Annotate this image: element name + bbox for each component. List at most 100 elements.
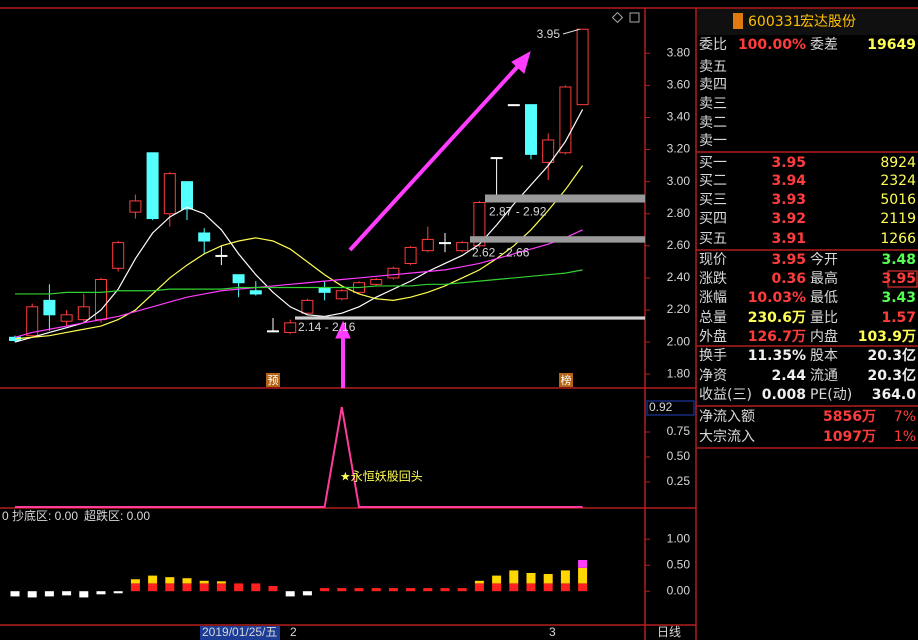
quote-value: 1097万 [823, 429, 876, 445]
quote-value: 100.00% [738, 37, 806, 53]
bar [440, 588, 450, 592]
candle-body [129, 200, 142, 213]
candle-body [163, 173, 176, 215]
quote-label: 净资 [699, 368, 727, 384]
quote-label: 卖三 [699, 96, 727, 112]
quote-label: 涨幅 [699, 290, 727, 306]
bar [492, 575, 502, 584]
bar [79, 591, 89, 598]
bar [354, 588, 364, 592]
quote-value: 8924 [880, 155, 916, 171]
bar [406, 588, 416, 592]
quote-value: 19649 [867, 37, 916, 53]
bar [199, 583, 209, 592]
bar [320, 588, 330, 592]
icon-diamond[interactable] [611, 11, 624, 24]
quote-label: 委比 [699, 37, 727, 53]
price-level [470, 236, 645, 243]
stock-code: 600331 [748, 14, 801, 30]
quote-label: 换手 [699, 347, 727, 364]
candle-body [404, 246, 417, 264]
quote-value: 1% [894, 429, 916, 445]
price-level-label: 2.62 - 2.66 [472, 246, 530, 260]
y-tick-label: 2.40 [667, 270, 691, 284]
price-level [295, 316, 645, 320]
y-tick-label: 2.20 [667, 302, 691, 316]
bar [268, 586, 278, 592]
y-tick-label: 1.80 [667, 366, 691, 380]
last-value-box [646, 400, 695, 416]
quote-value: 3.93 [771, 192, 806, 208]
quote-value: 20.3亿 [867, 347, 916, 364]
bar [10, 591, 20, 597]
bar [285, 591, 295, 597]
value-highlight [887, 270, 918, 288]
candle-body [284, 322, 297, 333]
quote-value: 5016 [880, 192, 916, 208]
quote-label: 流通 [810, 368, 838, 384]
y-tick-label: 2.00 [667, 334, 691, 348]
quote-label: PE(动) [810, 387, 852, 403]
bar [337, 588, 347, 592]
bar [216, 581, 226, 584]
y-tick-label: 0.25 [667, 474, 691, 488]
candle-body [490, 157, 503, 160]
arrow-head [511, 50, 531, 74]
bar [113, 591, 123, 594]
quote-label: 买一 [699, 155, 727, 171]
bar [62, 591, 72, 596]
quote-label: 买五 [699, 231, 727, 247]
moving-average [14, 165, 584, 340]
marker-label: 榜 [561, 373, 572, 387]
y-tick-label: 3.60 [667, 78, 691, 92]
indicator-header: 超跌区: 0.00 [84, 508, 150, 523]
candle-body [146, 152, 159, 220]
candle-body [181, 181, 193, 210]
quote-label: 卖五 [699, 59, 727, 75]
quote-icon [733, 13, 743, 29]
bar [130, 583, 140, 592]
candle-body [542, 139, 555, 163]
y-tick-label: 0.50 [667, 449, 691, 463]
bar [388, 588, 398, 592]
candle-body [60, 314, 73, 322]
candle-body [112, 242, 125, 269]
quote-value: 3.95 [771, 252, 806, 268]
bar [165, 577, 175, 584]
arrow-shaft [348, 62, 522, 252]
candle-body [525, 104, 537, 155]
quote-label: 总量 [699, 310, 727, 326]
bar [474, 583, 484, 592]
y-tick-label: 3.40 [667, 110, 691, 124]
quote-value: 364.0 [872, 387, 917, 403]
quote-value: 2119 [880, 211, 916, 227]
quote-value: 5856万 [823, 409, 876, 425]
bar [165, 583, 175, 592]
bar [182, 583, 192, 592]
window-icons[interactable] [611, 11, 640, 24]
marker-label: 预 [268, 374, 279, 387]
quote-label: 涨跌 [699, 271, 727, 287]
quote-value: 11.35% [748, 348, 806, 364]
candle-body [215, 254, 228, 257]
quote-value: 1266 [880, 231, 916, 247]
bar [578, 560, 588, 568]
arrow-head [335, 320, 351, 339]
quote-label: 收益(三) [699, 387, 752, 403]
quote-label: 内盘 [810, 328, 838, 345]
bar [526, 583, 536, 592]
quote-label: 卖二 [699, 115, 727, 131]
candle-body [26, 306, 39, 337]
signal-line [15, 406, 583, 508]
y-tick-label: 2.80 [667, 206, 691, 220]
quote-value: 10.03% [748, 290, 806, 306]
y-tick-label: 3.80 [667, 45, 691, 59]
marker-bg [266, 373, 280, 387]
period-tab[interactable]: 日线 [657, 625, 681, 639]
trend-arrows [335, 50, 531, 388]
bar [474, 580, 484, 584]
quote-label: 现价 [699, 252, 727, 268]
icon-square[interactable] [629, 12, 640, 23]
candle-body [576, 28, 589, 106]
bar [543, 574, 553, 584]
